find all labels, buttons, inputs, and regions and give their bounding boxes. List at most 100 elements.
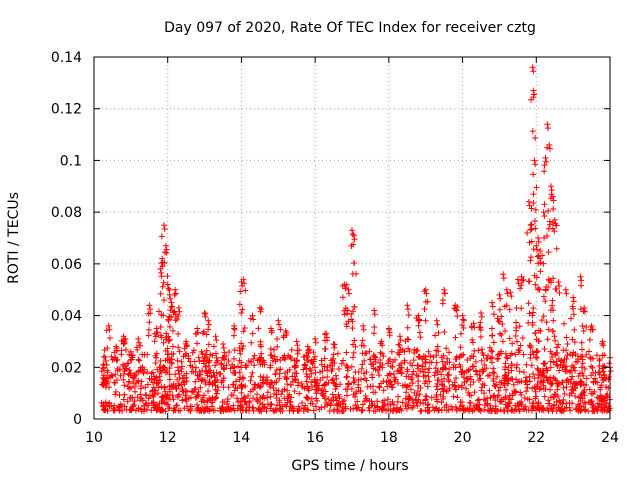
data-point (496, 306, 503, 313)
data-point (350, 354, 357, 361)
data-point (349, 308, 356, 315)
data-point (300, 353, 307, 360)
data-point (236, 344, 243, 351)
data-point (229, 381, 236, 388)
data-point (453, 307, 460, 314)
data-point (191, 386, 198, 393)
data-point (251, 362, 258, 369)
data-point (200, 377, 207, 384)
data-point (534, 348, 541, 355)
data-point (547, 386, 554, 393)
data-point (151, 338, 158, 345)
data-point (564, 341, 571, 348)
data-point (503, 302, 510, 309)
chart-title: Day 097 of 2020, Rate Of TEC Index for r… (164, 20, 536, 36)
data-point (269, 379, 276, 386)
data-point (98, 368, 105, 375)
data-point (273, 402, 280, 409)
data-point (543, 319, 550, 326)
data-point (116, 403, 123, 410)
data-point (488, 347, 495, 354)
data-point (379, 399, 386, 406)
data-point (527, 343, 534, 350)
data-point (148, 376, 155, 383)
data-point (550, 359, 557, 366)
data-point (248, 373, 255, 380)
data-point (495, 387, 502, 394)
data-point (531, 217, 538, 224)
data-point (508, 396, 515, 403)
y-tick-label: 0.14 (51, 50, 82, 66)
data-point (529, 385, 536, 392)
data-point (496, 398, 503, 405)
data-point (180, 388, 187, 395)
data-point (314, 397, 321, 404)
data-point (551, 401, 558, 408)
data-point (296, 390, 303, 397)
data-point (351, 236, 358, 243)
data-point (406, 394, 413, 401)
data-point (511, 387, 518, 394)
data-point (125, 360, 132, 367)
data-point (150, 384, 157, 391)
data-point (405, 306, 412, 313)
data-point (145, 332, 152, 339)
data-point (283, 376, 290, 383)
data-point (542, 154, 549, 161)
data-point (551, 333, 558, 340)
data-point (344, 307, 351, 314)
data-point (464, 375, 471, 382)
data-point (581, 308, 588, 315)
data-point (549, 297, 556, 304)
data-point (327, 401, 334, 408)
data-point (357, 387, 364, 394)
data-point (289, 378, 296, 385)
data-point (343, 323, 350, 330)
data-point (570, 294, 577, 301)
data-point (529, 400, 536, 407)
data-point (256, 400, 263, 407)
data-point (155, 308, 162, 315)
data-point (102, 399, 109, 406)
data-point (533, 274, 540, 281)
data-point (598, 382, 605, 389)
data-point (529, 64, 536, 71)
data-point (175, 382, 182, 389)
data-point (427, 353, 434, 360)
data-point (485, 372, 492, 379)
data-point (166, 371, 173, 378)
data-point (121, 367, 128, 374)
data-point (121, 382, 128, 389)
data-point (257, 308, 264, 315)
data-point (597, 392, 604, 399)
data-point (302, 402, 309, 409)
data-point (310, 349, 317, 356)
data-points (98, 64, 614, 415)
data-point (548, 183, 555, 190)
data-point (532, 281, 539, 288)
data-point (569, 373, 576, 380)
data-point (165, 317, 172, 324)
data-point (553, 245, 560, 252)
data-point (127, 370, 134, 377)
data-point (525, 278, 532, 285)
data-point (606, 360, 613, 367)
data-point (280, 354, 287, 361)
data-point (556, 367, 563, 374)
data-point (268, 352, 275, 359)
data-point (466, 408, 473, 415)
data-point (305, 347, 312, 354)
data-point (276, 399, 283, 406)
data-point (359, 361, 366, 368)
data-point (567, 315, 574, 322)
data-point (494, 356, 501, 363)
data-point (149, 379, 156, 386)
data-point (434, 398, 441, 405)
data-point (159, 255, 166, 262)
data-point (530, 404, 537, 411)
data-point (214, 357, 221, 364)
data-point (405, 336, 412, 343)
data-point (148, 407, 155, 414)
data-point (179, 397, 186, 404)
data-point (530, 305, 537, 312)
